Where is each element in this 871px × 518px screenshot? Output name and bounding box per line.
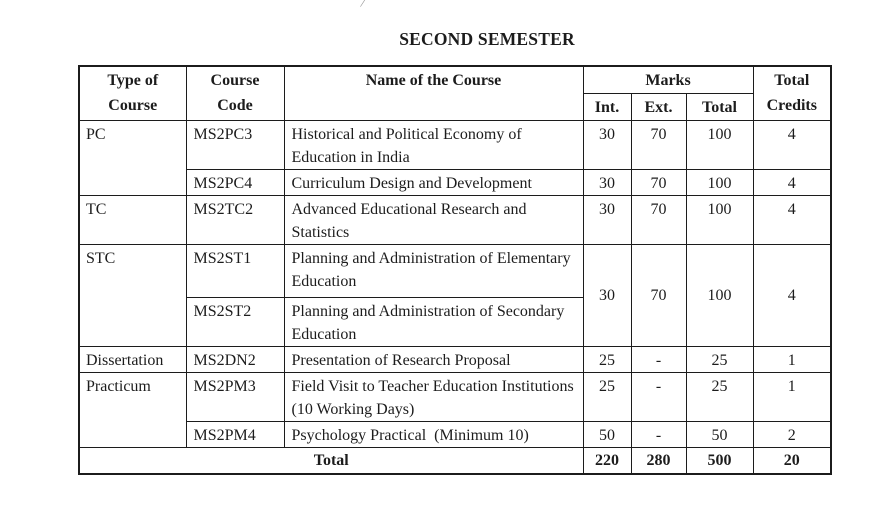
code-cell: MS2PC3 bbox=[185, 120, 285, 170]
table-row: MS2PC4 Curriculum Design and Development… bbox=[79, 169, 832, 196]
name-cell: Advanced Educational Research and Statis… bbox=[283, 195, 584, 245]
credits-cell: 4 bbox=[752, 244, 832, 347]
table-row: TC MS2TC2 Advanced Educational Research … bbox=[78, 195, 832, 245]
col-header-total-credits-line2: Credits bbox=[766, 97, 817, 114]
table-row: Practicum MS2PM3 Field Visit to Teacher … bbox=[78, 372, 832, 448]
int-cell: 25 bbox=[582, 372, 632, 422]
name-cell: Presentation of Research Proposal bbox=[283, 346, 584, 373]
int-cell: 30 bbox=[582, 120, 632, 170]
ext-cell: 70 bbox=[630, 169, 687, 196]
type-cell: PC bbox=[78, 120, 187, 196]
header-row-2: Int. Ext. Total bbox=[79, 93, 831, 121]
col-header-external-marks: Ext. bbox=[630, 93, 687, 121]
total-label-cell: Total bbox=[78, 447, 584, 475]
table-row: MS2ST2 Planning and Administration of Se… bbox=[79, 297, 831, 347]
col-header-course-code: Course Code bbox=[185, 65, 285, 121]
total-cell: 100 bbox=[685, 169, 754, 196]
code-cell: MS2PM3 bbox=[185, 372, 285, 422]
page-title: SECOND SEMESTER bbox=[399, 29, 575, 49]
int-cell: 50 bbox=[582, 421, 632, 448]
col-header-marks-group: Marks bbox=[582, 65, 754, 94]
col-header-type-of-course-line1: Type of bbox=[107, 72, 159, 89]
code-cell: MS2ST2 bbox=[185, 297, 285, 347]
ext-cell: 70 bbox=[630, 244, 687, 347]
int-cell: 30 bbox=[582, 169, 632, 196]
total-cell: 100 bbox=[685, 195, 754, 245]
code-cell: MS2PM4 bbox=[185, 421, 285, 448]
code-cell: MS2PC4 bbox=[185, 169, 285, 196]
name-cell: Field Visit to Teacher Education Institu… bbox=[283, 372, 584, 422]
type-cell: Practicum bbox=[78, 372, 187, 448]
total-row: Total 220 280 500 20 bbox=[78, 447, 832, 475]
code-cell: MS2TC2 bbox=[185, 195, 285, 245]
col-header-internal-marks: Int. bbox=[582, 93, 632, 121]
col-header-total-credits: Total Credits bbox=[752, 65, 832, 121]
total-credits-cell: 20 bbox=[752, 447, 832, 475]
total-cell: 100 bbox=[685, 244, 754, 347]
int-cell: 30 bbox=[582, 195, 632, 245]
col-header-total-marks: Total bbox=[685, 93, 754, 121]
table-row: PC MS2PC3 Historical and Political Econo… bbox=[78, 120, 832, 196]
int-cell: 25 bbox=[582, 346, 632, 373]
credits-cell: 4 bbox=[752, 169, 832, 196]
total-cell: 25 bbox=[685, 346, 754, 373]
ext-cell: - bbox=[630, 346, 687, 373]
total-ext-cell: 280 bbox=[630, 447, 687, 475]
ext-cell: 70 bbox=[630, 120, 687, 170]
int-cell: 30 bbox=[582, 244, 632, 347]
total-int-cell: 220 bbox=[582, 447, 632, 475]
table-row: MS2PM4 Psychology Practical (Minimum 10)… bbox=[79, 421, 832, 448]
col-header-name-of-course: Name of the Course bbox=[283, 65, 584, 121]
ext-cell: 70 bbox=[630, 195, 687, 245]
name-cell: Psychology Practical (Minimum 10) bbox=[283, 421, 584, 448]
total-cell: 25 bbox=[685, 372, 754, 422]
type-cell: Dissertation bbox=[78, 346, 187, 373]
ext-cell: - bbox=[630, 421, 687, 448]
credits-cell: 4 bbox=[752, 195, 832, 245]
credits-cell: 1 bbox=[752, 346, 832, 373]
total-cell: 50 bbox=[685, 421, 754, 448]
table-row: STC MS2ST1 Planning and Administration o… bbox=[78, 244, 832, 347]
header-row-1: Type of Course Course Code Name of the Cou… bbox=[78, 65, 832, 121]
name-cell: Planning and Administration of Elementar… bbox=[283, 244, 584, 298]
course-schedule-table: Type of Course Course Code Name of the Cou… bbox=[78, 65, 833, 475]
name-cell: Curriculum Design and Development bbox=[283, 169, 584, 196]
type-cell: STC bbox=[78, 244, 187, 347]
col-header-course-code-line1: Course bbox=[210, 72, 260, 89]
total-cell: 100 bbox=[685, 120, 754, 170]
name-cell: Historical and Political Economy of Educ… bbox=[283, 120, 584, 170]
total-total-cell: 500 bbox=[685, 447, 754, 475]
code-cell: MS2ST1 bbox=[185, 244, 285, 298]
name-cell: Planning and Administration of Secondary… bbox=[283, 297, 584, 347]
credits-cell: 1 bbox=[752, 372, 832, 422]
col-header-course-code-line2: Code bbox=[217, 97, 253, 114]
col-header-type-of-course-line2: Course bbox=[108, 97, 158, 114]
col-header-type-of-course: Type of Course bbox=[78, 65, 187, 121]
col-header-total-credits-line1: Total bbox=[774, 72, 810, 89]
code-cell: MS2DN2 bbox=[185, 346, 285, 373]
credits-cell: 4 bbox=[752, 120, 832, 170]
ext-cell: - bbox=[630, 372, 687, 422]
type-cell: TC bbox=[78, 195, 187, 245]
page-top-artifact: / bbox=[359, 0, 367, 11]
table-row: Dissertation MS2DN2 Presentation of Rese… bbox=[78, 346, 832, 373]
credits-cell: 2 bbox=[752, 421, 832, 448]
